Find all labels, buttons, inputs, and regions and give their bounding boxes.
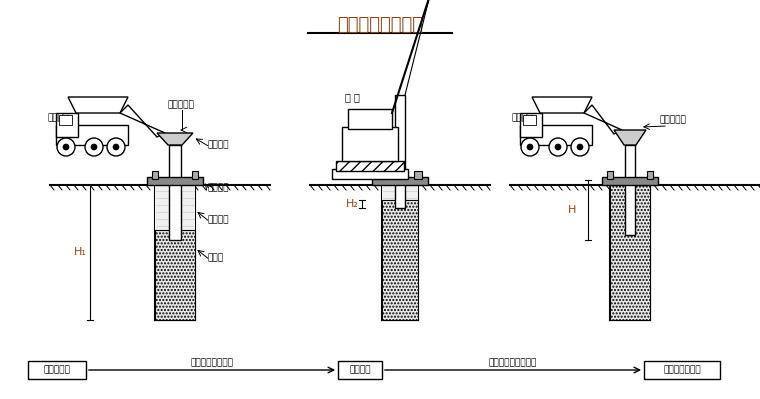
Circle shape [521, 138, 539, 156]
Bar [395, 95, 405, 208]
Bar [56, 113, 78, 137]
Text: 灌注混凝土: 灌注混凝土 [660, 115, 687, 124]
Bar [602, 177, 658, 185]
Bar [520, 113, 542, 137]
Bar [382, 185, 418, 200]
Text: H: H [568, 205, 576, 215]
Text: 导管支架: 导管支架 [208, 184, 230, 192]
Polygon shape [157, 133, 193, 145]
Circle shape [571, 138, 589, 156]
Bar [56, 125, 128, 145]
Circle shape [63, 144, 69, 150]
Circle shape [577, 144, 583, 150]
Bar [59, 115, 72, 125]
Text: 吊 车: 吊 车 [344, 92, 359, 102]
Bar [28, 361, 86, 379]
Bar [338, 361, 382, 379]
Bar [625, 145, 635, 235]
Text: 灌注混凝土示意图: 灌注混凝土示意图 [337, 16, 423, 34]
Polygon shape [532, 97, 592, 113]
Polygon shape [68, 97, 128, 113]
Polygon shape [614, 130, 646, 145]
Bar [372, 177, 428, 185]
Polygon shape [584, 105, 622, 134]
Bar [610, 185, 650, 320]
Text: 继续灌注至桩顶: 继续灌注至桩顶 [663, 365, 701, 375]
Bar [348, 109, 392, 129]
Text: 导管埋深不低于下限: 导管埋深不低于下限 [489, 358, 537, 367]
Circle shape [549, 138, 567, 156]
Bar [342, 127, 398, 161]
Text: 导管埋深达到上限: 导管埋深达到上限 [191, 358, 233, 367]
Bar [382, 200, 418, 320]
Text: 拆卸导管: 拆卸导管 [350, 365, 371, 375]
Bar [336, 161, 404, 171]
Text: 灌注漏斗: 灌注漏斗 [208, 140, 230, 150]
Circle shape [555, 144, 561, 150]
Circle shape [107, 138, 125, 156]
Bar [523, 115, 536, 125]
Text: 灌注混凝土: 灌注混凝土 [43, 365, 71, 375]
Text: 砼运输车: 砼运输车 [512, 113, 534, 122]
Bar [414, 171, 422, 179]
Circle shape [91, 144, 97, 150]
Bar [647, 171, 653, 179]
Circle shape [57, 138, 75, 156]
Bar [520, 125, 592, 145]
Bar [152, 171, 158, 179]
Circle shape [113, 144, 119, 150]
Text: 混凝土: 混凝土 [208, 253, 224, 263]
Text: 砼运输车: 砼运输车 [48, 113, 69, 122]
Bar [169, 145, 181, 240]
Bar [607, 171, 613, 179]
Bar [378, 171, 386, 179]
Polygon shape [120, 105, 165, 137]
Text: 护壁泥浆: 护壁泥浆 [208, 215, 230, 225]
Bar [155, 185, 195, 230]
Bar [147, 177, 203, 185]
Bar [192, 171, 198, 179]
Bar [332, 169, 408, 179]
Circle shape [85, 138, 103, 156]
Text: H₂: H₂ [346, 199, 359, 209]
Circle shape [527, 144, 533, 150]
Bar [155, 230, 195, 320]
Text: 灌注混凝土: 灌注混凝土 [168, 101, 195, 109]
Bar [644, 361, 720, 379]
Text: H₁: H₁ [74, 247, 87, 257]
